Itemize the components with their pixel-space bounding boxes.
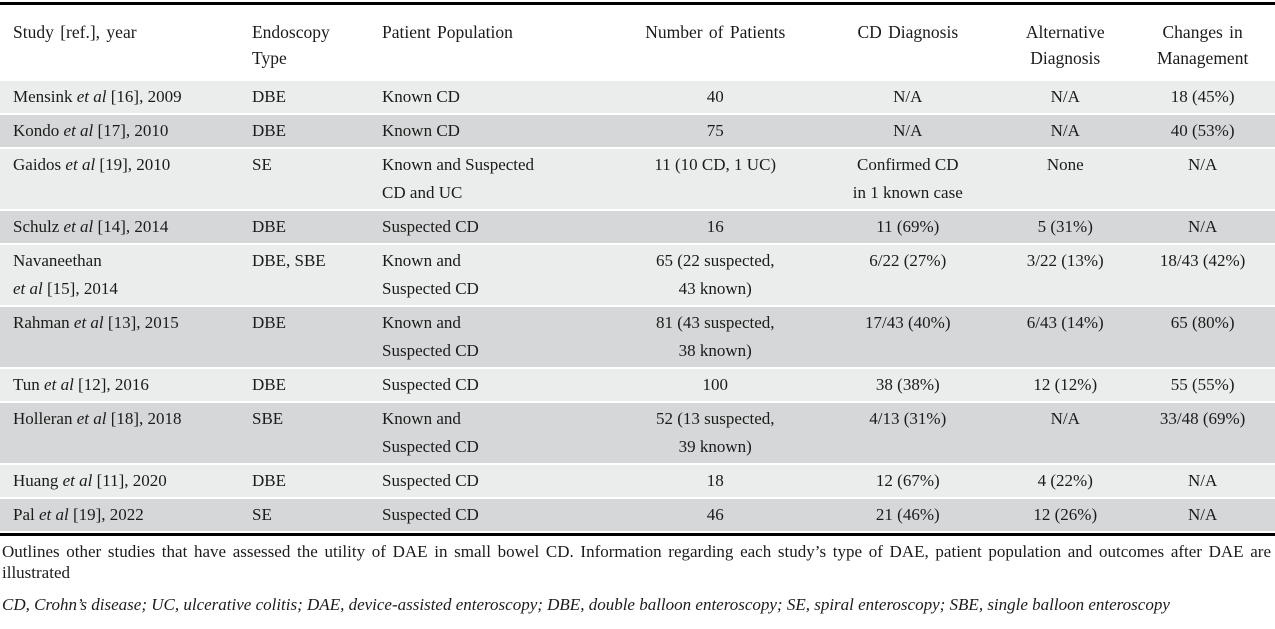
table-cell: 4 (22%)	[1000, 464, 1131, 498]
table-cell: 5 (31%)	[1000, 210, 1131, 244]
table-cell: Suspected CD	[378, 210, 616, 244]
table-cell: Suspected CD	[378, 498, 616, 532]
table-body: Mensink et al [16], 2009 DBE Known CD 40 N/A…	[0, 81, 1275, 532]
table-row: Pal et al [19], 2022 SE Suspected CD 46 21 (…	[0, 498, 1275, 532]
table-cell: DBE	[247, 464, 379, 498]
table-cell: N/A	[1000, 402, 1131, 464]
table-cell: DBE	[247, 81, 379, 114]
table-cell: 46	[615, 498, 816, 532]
table-cell: 55 (55%)	[1130, 368, 1275, 402]
table-cell: 18 (45%)	[1130, 81, 1275, 114]
table-cell: 17/43 (40%)	[815, 306, 1001, 368]
table-cell: 18	[615, 464, 816, 498]
column-header-1: Study [ref.], year	[0, 5, 248, 81]
table-cell: Huang et al [11], 2020	[0, 464, 248, 498]
table-cell: N/A	[1130, 464, 1275, 498]
table-cell: 12 (67%)	[815, 464, 1001, 498]
table-cell: DBE	[247, 306, 379, 368]
table-cell: N/A	[815, 114, 1001, 148]
table-cell: Known CD	[378, 114, 616, 148]
table-cell: 11 (69%)	[815, 210, 1001, 244]
table-cell: Tun et al [12], 2016	[0, 368, 248, 402]
column-header-2: Endoscopy Type	[247, 5, 379, 81]
table-cell: Pal et al [19], 2022	[0, 498, 248, 532]
table-cell: DBE	[247, 210, 379, 244]
table-cell: Kondo et al [17], 2010	[0, 114, 248, 148]
table-row: Huang et al [11], 2020 DBE Suspected CD 18 1…	[0, 464, 1275, 498]
table-row: Mensink et al [16], 2009 DBE Known CD 40 N/A…	[0, 81, 1275, 114]
studies-table: Study [ref.], year Endoscopy Type Patient P…	[0, 5, 1275, 533]
column-header-7: Changes in Management	[1130, 5, 1275, 81]
table-row: Gaidos et al [19], 2010 SE Known and Suspe…	[0, 148, 1275, 210]
table-bottom-rule	[0, 533, 1275, 536]
table-cell: Suspected CD	[378, 368, 616, 402]
table-cell: 21 (46%)	[815, 498, 1001, 532]
table-cell: N/A	[1130, 210, 1275, 244]
table-cell: DBE, SBE	[247, 244, 379, 306]
table-cell: 12 (12%)	[1000, 368, 1131, 402]
table-cell: Known and Suspected CD	[378, 244, 616, 306]
table-cell: N/A	[1130, 498, 1275, 532]
table-caption: Outlines other studies that have assesse…	[2, 542, 1271, 582]
column-header-3: Patient Population	[378, 5, 616, 81]
table-header: Study [ref.], year Endoscopy Type Patient P…	[0, 5, 1275, 81]
table-cell: 33/48 (69%)	[1130, 402, 1275, 464]
table-cell: 100	[615, 368, 816, 402]
table-cell: N/A	[815, 81, 1001, 114]
study-table-figure: Study [ref.], year Endoscopy Type Patient P…	[0, 2, 1275, 615]
table-cell: 65 (22 suspected, 43 known)	[615, 244, 816, 306]
table-cell: 40	[615, 81, 816, 114]
table-cell: 4/13 (31%)	[815, 402, 1001, 464]
table-cell: 3/22 (13%)	[1000, 244, 1131, 306]
table-cell: SBE	[247, 402, 379, 464]
table-row: Holleran et al [18], 2018 SBE Known and Sus…	[0, 402, 1275, 464]
column-header-4: Number of Patients	[615, 5, 816, 81]
table-cell: Known and Suspected CD and UC	[378, 148, 616, 210]
table-cell: Gaidos et al [19], 2010	[0, 148, 248, 210]
table-cell: Navaneethan et al [15], 2014	[0, 244, 248, 306]
table-cell: Known and Suspected CD	[378, 306, 616, 368]
table-cell: SE	[247, 148, 379, 210]
table-cell: None	[1000, 148, 1131, 210]
table-row: Schulz et al [14], 2014 DBE Suspected CD 16…	[0, 210, 1275, 244]
table-cell: N/A	[1000, 81, 1131, 114]
table-cell: DBE	[247, 114, 379, 148]
table-cell: Holleran et al [18], 2018	[0, 402, 248, 464]
table-row: Rahman et al [13], 2015 DBE Known and Suspe…	[0, 306, 1275, 368]
table-row: Tun et al [12], 2016 DBE Suspected CD 100 38…	[0, 368, 1275, 402]
table-cell: Schulz et al [14], 2014	[0, 210, 248, 244]
table-cell: 52 (13 suspected, 39 known)	[615, 402, 816, 464]
table-cell: 38 (38%)	[815, 368, 1001, 402]
table-cell: 65 (80%)	[1130, 306, 1275, 368]
table-cell: 12 (26%)	[1000, 498, 1131, 532]
table-cell: 75	[615, 114, 816, 148]
column-header-6: Alternative Diagnosis	[1000, 5, 1131, 81]
table-cell: DBE	[247, 368, 379, 402]
table-cell: Known and Suspected CD	[378, 402, 616, 464]
table-cell: 18/43 (42%)	[1130, 244, 1275, 306]
table-cell: N/A	[1130, 148, 1275, 210]
table-top-rule	[0, 2, 1275, 5]
abbreviations-note: CD, Crohn’s disease; UC, ulcerative coli…	[2, 595, 1170, 614]
table-cell: 6/22 (27%)	[815, 244, 1001, 306]
table-cell: Confirmed CD in 1 known case	[815, 148, 1001, 210]
table-cell: Mensink et al [16], 2009	[0, 81, 248, 114]
table-cell: N/A	[1000, 114, 1131, 148]
table-cell: 16	[615, 210, 816, 244]
table-cell: Known CD	[378, 81, 616, 114]
column-header-5: CD Diagnosis	[815, 5, 1001, 81]
table-cell: Suspected CD	[378, 464, 616, 498]
table-cell: 81 (43 suspected, 38 known)	[615, 306, 816, 368]
table-cell: 6/43 (14%)	[1000, 306, 1131, 368]
table-cell: 40 (53%)	[1130, 114, 1275, 148]
table-cell: 11 (10 CD, 1 UC)	[615, 148, 816, 210]
header-row: Study [ref.], year Endoscopy Type Patient P…	[0, 5, 1275, 81]
table-cell: SE	[247, 498, 379, 532]
table-row: Navaneethan et al [15], 2014 DBE, SBE Known…	[0, 244, 1275, 306]
table-row: Kondo et al [17], 2010 DBE Known CD 75 N/A N/…	[0, 114, 1275, 148]
table-cell: Rahman et al [13], 2015	[0, 306, 248, 368]
